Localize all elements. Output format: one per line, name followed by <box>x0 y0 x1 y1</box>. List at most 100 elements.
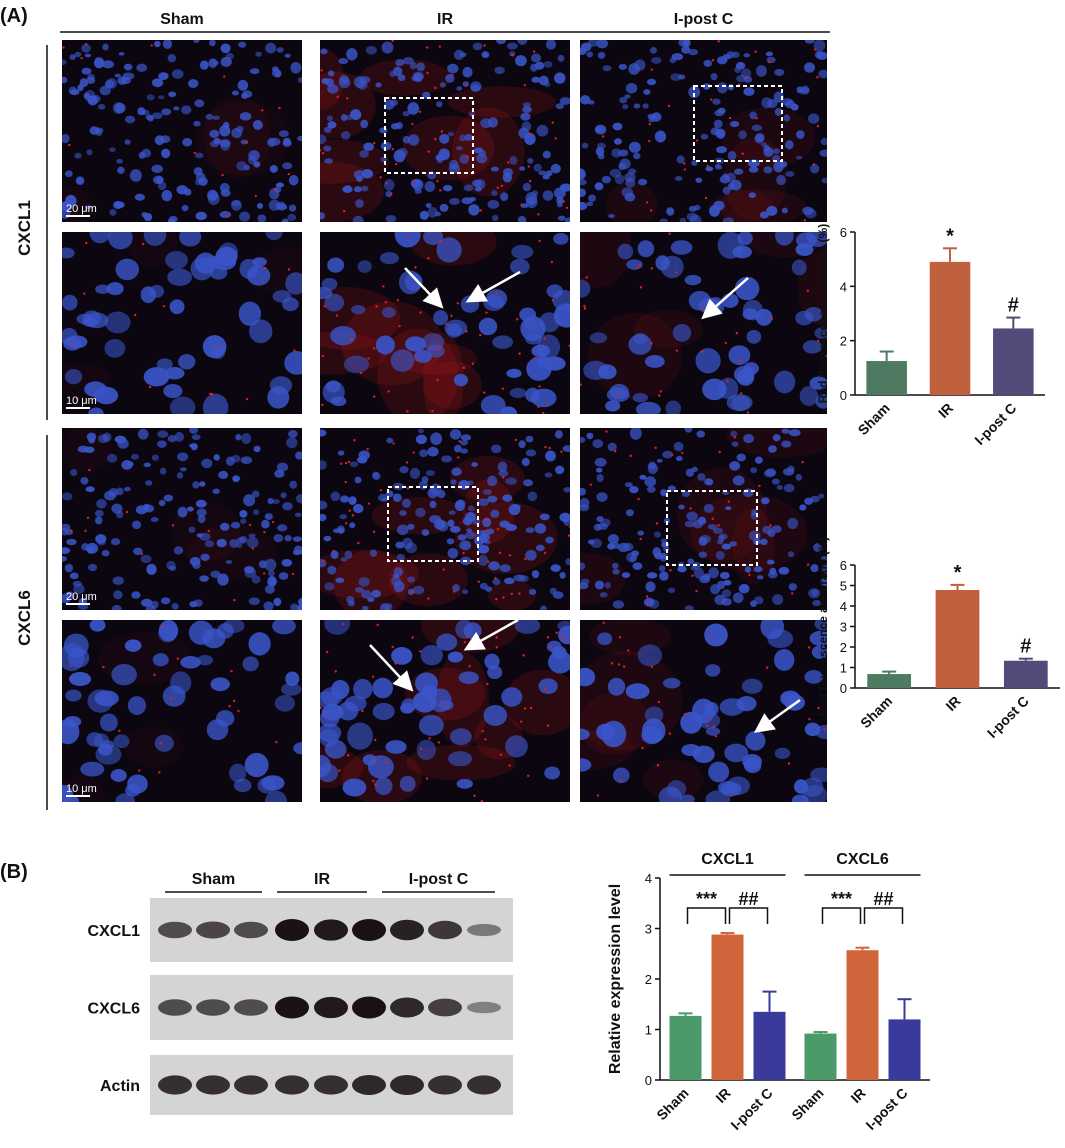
red-dot <box>668 232 671 235</box>
nucleus <box>679 217 687 222</box>
nucleus <box>292 536 302 542</box>
nucleus <box>244 752 269 778</box>
nucleus <box>502 494 513 502</box>
red-dot <box>431 409 434 413</box>
nucleus <box>89 232 111 244</box>
red-dot <box>251 547 255 550</box>
red-dot <box>485 311 488 314</box>
micrograph <box>320 620 570 802</box>
nucleus <box>671 53 684 61</box>
bar <box>935 590 980 688</box>
nucleus <box>380 141 392 151</box>
nucleus <box>274 695 295 712</box>
red-dot <box>714 734 718 738</box>
red-dot <box>717 40 720 43</box>
nucleus <box>790 103 799 111</box>
nucleus <box>62 492 73 501</box>
red-dot <box>210 392 214 396</box>
red-dot <box>527 165 531 168</box>
nucleus <box>104 311 131 334</box>
red-dot <box>412 590 415 594</box>
nucleus <box>152 175 164 185</box>
nucleus <box>700 133 709 140</box>
nucleus <box>815 394 827 409</box>
red-dot <box>217 345 221 348</box>
nucleus <box>810 564 819 573</box>
nucleus <box>167 53 177 63</box>
nucleus <box>348 496 357 505</box>
nucleus <box>252 257 267 267</box>
nucleus <box>199 481 206 487</box>
red-dot <box>601 135 605 138</box>
nucleus <box>612 122 623 131</box>
nucleus <box>343 355 370 374</box>
red-dot <box>171 524 175 527</box>
red-haze <box>402 115 495 181</box>
nucleus <box>492 335 514 349</box>
red-dot <box>153 673 156 677</box>
red-dot <box>806 563 810 566</box>
red-dot <box>102 665 105 669</box>
nucleus <box>337 450 345 456</box>
nucleus <box>163 494 174 502</box>
nucleus <box>699 575 711 584</box>
nucleus <box>162 685 186 707</box>
nucleus <box>761 97 773 109</box>
red-dot <box>583 304 586 308</box>
nucleus <box>356 456 368 464</box>
nucleus <box>581 142 589 149</box>
nucleus <box>732 592 744 604</box>
nucleus <box>287 213 297 221</box>
blot-band <box>158 921 192 939</box>
red-dot <box>746 411 750 414</box>
nucleus <box>231 127 243 139</box>
red-dot <box>425 777 429 780</box>
nucleus <box>733 168 744 175</box>
red-dot <box>468 665 471 668</box>
bar <box>867 674 912 688</box>
nucleus <box>249 319 273 344</box>
nucleus <box>554 430 563 439</box>
nucleus <box>482 517 492 528</box>
red-dot <box>675 271 678 274</box>
red-dot <box>367 357 370 360</box>
nucleus <box>116 510 124 519</box>
nucleus <box>448 163 460 174</box>
nucleus <box>449 429 462 440</box>
red-dot <box>502 596 505 599</box>
nucleus <box>84 381 107 398</box>
nucleus <box>150 600 159 609</box>
blot-band <box>275 996 309 1019</box>
micrograph-content <box>320 232 570 414</box>
red-dot <box>641 746 644 750</box>
nucleus <box>429 500 437 509</box>
nucleus <box>774 370 796 394</box>
red-dot <box>413 180 416 183</box>
bar <box>804 1033 837 1080</box>
nucleus <box>115 487 124 496</box>
micrograph <box>580 428 827 610</box>
nucleus <box>525 387 541 403</box>
nucleus <box>751 509 758 516</box>
nucleus <box>820 138 827 146</box>
nucleus <box>106 282 124 296</box>
red-dot <box>538 239 541 243</box>
nucleus <box>340 495 350 503</box>
nucleus <box>714 163 722 169</box>
nucleus <box>320 48 328 55</box>
red-dot <box>724 341 728 345</box>
nucleus <box>425 203 432 209</box>
red-dot <box>550 260 554 264</box>
red-dot <box>745 76 748 79</box>
nucleus <box>209 140 220 148</box>
nucleus <box>62 247 75 259</box>
nucleus <box>199 60 209 70</box>
nucleus <box>320 500 328 510</box>
nucleus <box>75 176 85 186</box>
y-tick-label: 4 <box>840 599 847 614</box>
nucleus <box>821 564 827 574</box>
nucleus <box>522 106 532 113</box>
nucleus <box>62 555 67 562</box>
red-dot <box>415 358 418 362</box>
nucleus <box>361 605 369 610</box>
